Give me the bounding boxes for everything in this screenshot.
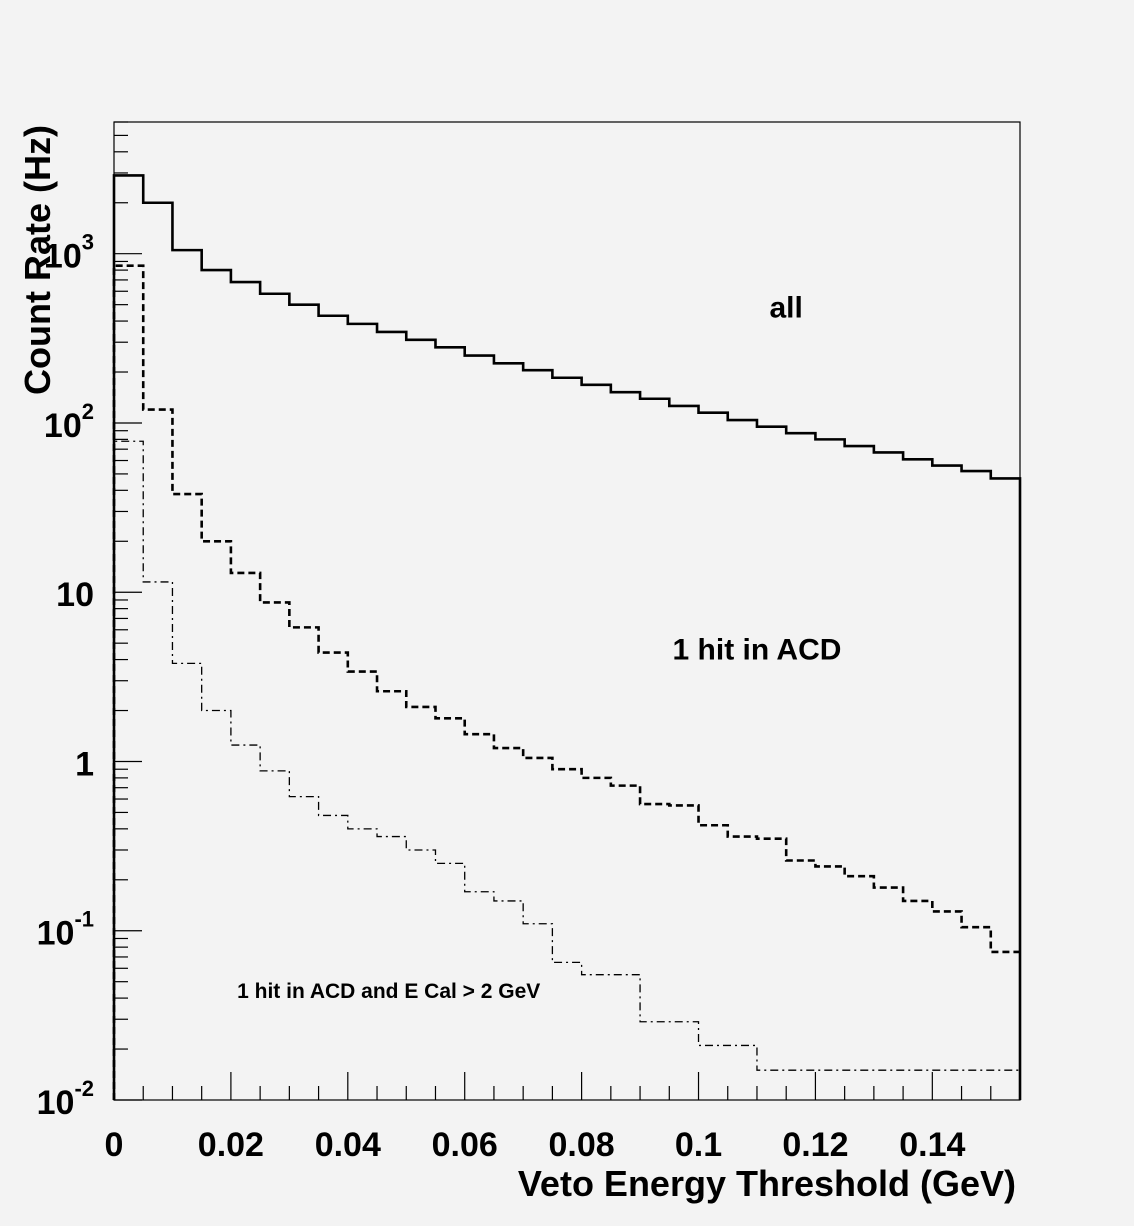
y-axis-tick-labels: 10-2 10-1 1 10 102 103 (37, 230, 94, 1122)
x-tick-label: 0.04 (315, 1126, 381, 1164)
x-axis-label: Veto Energy Threshold (GeV) (518, 1163, 1016, 1204)
series-layer (112, 174, 1022, 1100)
y-axis-label: Count Rate (Hz) (17, 125, 58, 395)
x-tick-label: 0.02 (198, 1126, 264, 1164)
y-tick-label: 10-1 (37, 907, 94, 953)
x-tick-label: 0.14 (899, 1126, 965, 1164)
plot-frame (113, 121, 1021, 1101)
x-tick-label: 0.08 (549, 1126, 615, 1164)
series-solid-line (112, 174, 1022, 1100)
annotation-label: all (770, 291, 803, 324)
series-dashed-line (112, 264, 1020, 1100)
series-dash-dot-line (113, 440, 1020, 1100)
y-tick-label: 10 (56, 576, 94, 614)
annotation-label: 1 hit in ACD and E Cal > 2 GeV (237, 980, 540, 1003)
y-axis-ticks (114, 121, 142, 1101)
x-tick-label: 0.06 (432, 1126, 498, 1164)
y-tick-label: 10-2 (37, 1076, 94, 1122)
y-tick-label: 102 (44, 399, 94, 445)
x-tick-label: 0 (105, 1126, 124, 1164)
annotation-label: 1 hit in ACD (673, 634, 842, 667)
x-axis-tick-labels: 0 0.02 0.04 0.06 0.08 0.1 0.12 0.14 (105, 1126, 966, 1164)
x-axis-ticks (113, 1072, 1021, 1100)
x-tick-label: 0.1 (675, 1126, 722, 1164)
y-tick-label: 103 (44, 230, 94, 276)
y-tick-label: 1 (75, 745, 94, 783)
x-tick-label: 0.12 (782, 1126, 848, 1164)
annotations: all 1 hit in ACD 1 hit in ACD and E Cal > … (237, 291, 841, 1003)
